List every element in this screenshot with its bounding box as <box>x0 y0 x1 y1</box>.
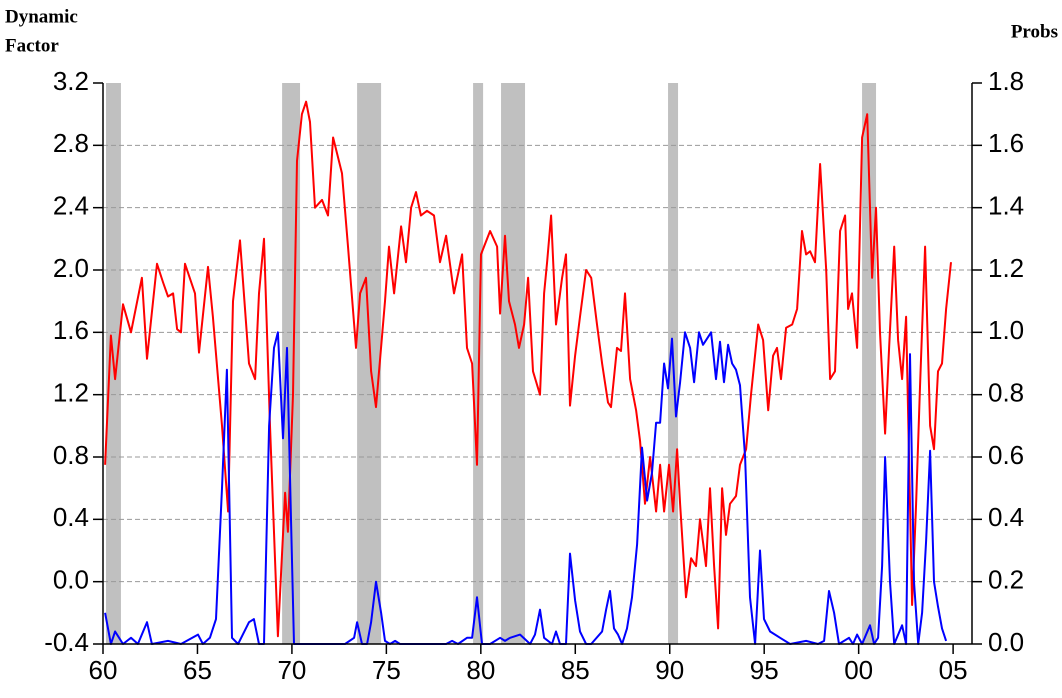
y-tick-label: -0.4 <box>44 627 89 657</box>
y-tick-label: 0.4 <box>53 502 89 532</box>
x-tick-label: 80 <box>466 655 495 685</box>
y2-tick-label: 1.2 <box>988 253 1024 283</box>
x-tick-label: 75 <box>372 655 401 685</box>
shaded-period <box>862 83 877 644</box>
y2-tick-label: 1.8 <box>988 66 1024 96</box>
y2-tick-label: 0.2 <box>988 565 1024 595</box>
y2-tick-label: 1.4 <box>988 191 1024 221</box>
y-axis-label: Dynamic <box>5 6 78 27</box>
x-tick-label: 95 <box>750 655 779 685</box>
y2-tick-label: 0.0 <box>988 627 1024 657</box>
y-tick-label: 2.8 <box>53 128 89 158</box>
shaded-period <box>501 83 526 644</box>
x-tick-label: 00 <box>844 655 873 685</box>
y-tick-label: 2.0 <box>53 253 89 283</box>
y-axis-label: Factor <box>5 35 59 56</box>
y-tick-label: 1.6 <box>53 315 89 345</box>
y-tick-label: 3.2 <box>53 66 89 96</box>
y2-tick-label: 0.8 <box>988 378 1024 408</box>
shaded-period <box>357 83 382 644</box>
x-tick-label: 65 <box>183 655 212 685</box>
series <box>104 100 952 645</box>
y2-axis-label: Probs <box>1011 21 1058 42</box>
series-line <box>104 331 948 645</box>
y-tick-label: 0.0 <box>53 565 89 595</box>
y-tick-label: 0.8 <box>53 440 89 470</box>
y2-tick-label: 1.0 <box>988 315 1024 345</box>
y-tick-label: 2.4 <box>53 191 89 221</box>
x-tick-label: 60 <box>89 655 118 685</box>
series-line <box>104 100 952 638</box>
y-tick-label: 1.2 <box>53 378 89 408</box>
x-tick-label: 70 <box>277 655 306 685</box>
y2-tick-label: 1.6 <box>988 128 1024 158</box>
y2-tick-label: 0.6 <box>988 440 1024 470</box>
y2-tick-label: 0.4 <box>988 502 1024 532</box>
x-tick-label: 90 <box>655 655 684 685</box>
x-tick-label: 85 <box>561 655 590 685</box>
grid <box>103 144 972 583</box>
x-tick-label: 05 <box>939 655 968 685</box>
axes: -0.4 0.0 0.4 0.8 1.2 1.6 2.0 2.4 2.8 3.2 0.0 0.2 0.4… <box>44 66 1024 685</box>
